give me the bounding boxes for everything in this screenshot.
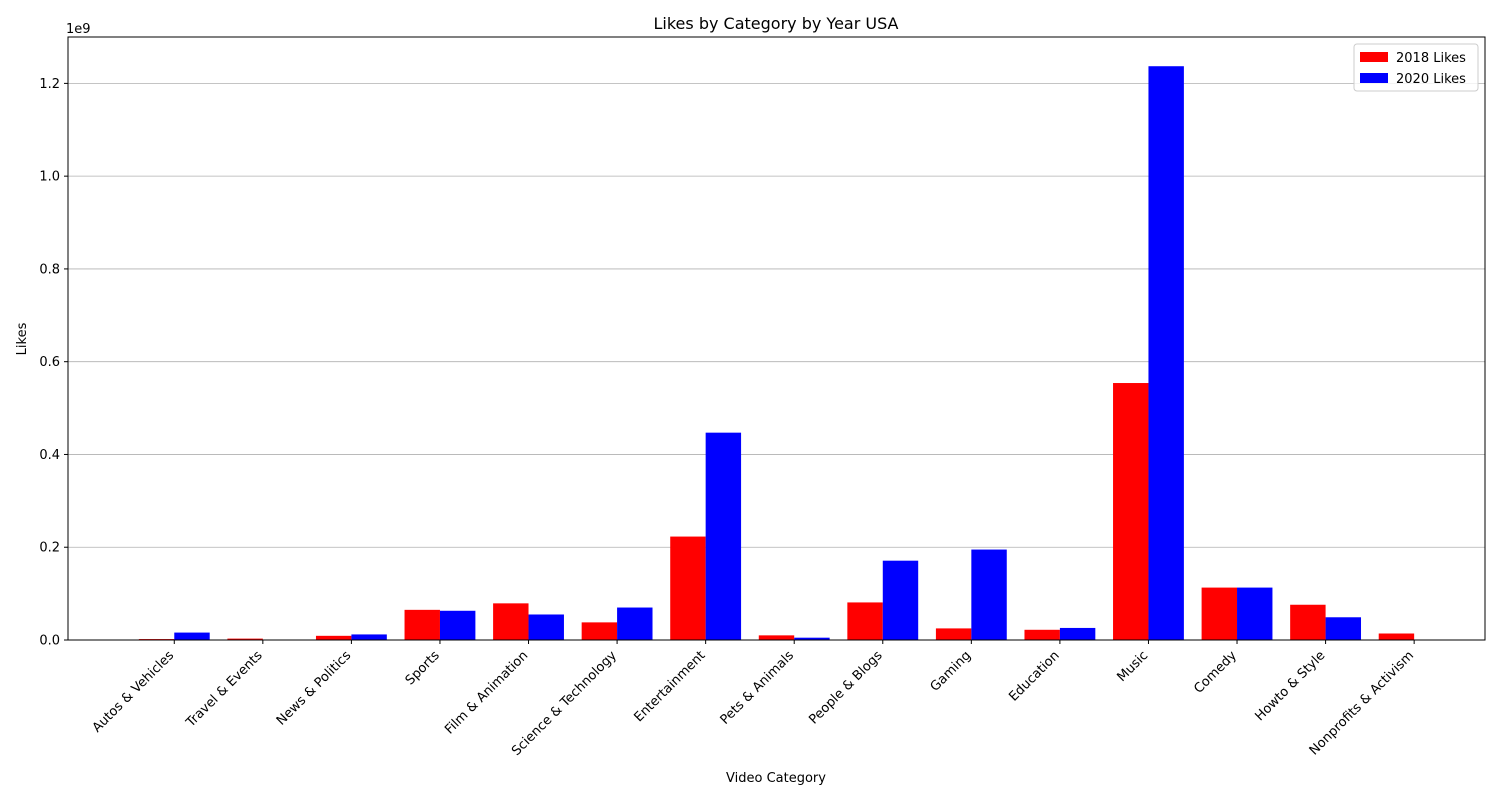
x-tick-label: News & Politics [274, 648, 355, 729]
bar-2020 [794, 637, 830, 640]
x-axis-ticks: Autos & Vehicles Travel & Events News & Po… [90, 640, 1417, 759]
x-tick-label: Sports [403, 648, 443, 688]
bar-2018 [670, 536, 706, 640]
y-axis-label: Likes [15, 322, 30, 355]
bar-2020 [1148, 66, 1184, 641]
grid-lines [68, 82, 1485, 641]
bar-2020 [1325, 617, 1362, 640]
bar-2020 [174, 632, 210, 640]
x-tick-label: Travel & Events [183, 648, 266, 731]
bar-2020 [439, 610, 476, 640]
x-tick-label: Entertainment [632, 648, 709, 725]
bar-2020 [705, 432, 742, 640]
bar-2018 [758, 635, 795, 640]
bar-2018 [315, 635, 352, 640]
y-tick-label: 0.8 [39, 262, 60, 277]
x-tick-label: Howto & Style [1252, 648, 1328, 724]
bar-2018 [1024, 629, 1060, 640]
bar-2018 [227, 638, 263, 640]
bar-2018 [493, 603, 529, 640]
x-tick-label: Nonprofits & Activism [1307, 648, 1417, 758]
bar-2018 [1290, 604, 1326, 640]
legend-label: 2018 Likes [1396, 51, 1466, 66]
y-tick-label: 0.0 [39, 634, 60, 649]
legend-swatch [1360, 52, 1388, 62]
plot-frame [67, 36, 1486, 641]
bar-2020 [1059, 627, 1096, 640]
bar-2018 [847, 602, 883, 640]
x-tick-label: Music [1115, 648, 1152, 685]
x-tick-label: Science & Technology [509, 648, 620, 759]
x-tick-label: Comedy [1191, 648, 1240, 697]
y-axis-ticks: 0.0 0.2 0.4 0.6 0.8 1.0 1.2 [39, 77, 68, 649]
bar-2020 [971, 549, 1007, 640]
chart-title: Likes by Category by Year USA [654, 14, 899, 33]
bar-2020 [528, 614, 564, 640]
bar-2018 [1201, 587, 1238, 640]
bar-2018 [1113, 383, 1149, 640]
bar-2020 [882, 560, 919, 640]
x-tick-label: Education [1006, 648, 1062, 704]
bars [138, 66, 1415, 641]
bar-2020 [617, 607, 653, 640]
y-tick-label: 0.2 [39, 541, 60, 556]
legend-label: 2020 Likes [1396, 72, 1466, 87]
bar-2020 [1237, 587, 1273, 640]
y-tick-label: 0.4 [39, 448, 60, 463]
x-tick-label: Pets & Animals [718, 648, 798, 728]
y-offset-label: 1e9 [66, 22, 91, 37]
x-axis-label: Video Category [726, 771, 826, 786]
legend: 2018 Likes 2020 Likes [1353, 43, 1479, 92]
x-tick-label: People & Blogs [806, 648, 885, 727]
x-tick-label: Film & Animation [442, 648, 531, 737]
bar-2020 [351, 634, 387, 640]
bar-2018 [581, 622, 618, 640]
y-tick-label: 0.6 [39, 355, 60, 370]
y-tick-label: 1.2 [39, 77, 60, 92]
y-tick-label: 1.0 [39, 170, 60, 185]
x-tick-label: Gaming [928, 648, 975, 695]
bar-2018 [404, 609, 440, 640]
legend-swatch [1360, 73, 1388, 83]
bar-2018 [1378, 633, 1415, 640]
x-tick-label: Autos & Vehicles [90, 648, 178, 736]
bar-2018 [935, 628, 972, 640]
